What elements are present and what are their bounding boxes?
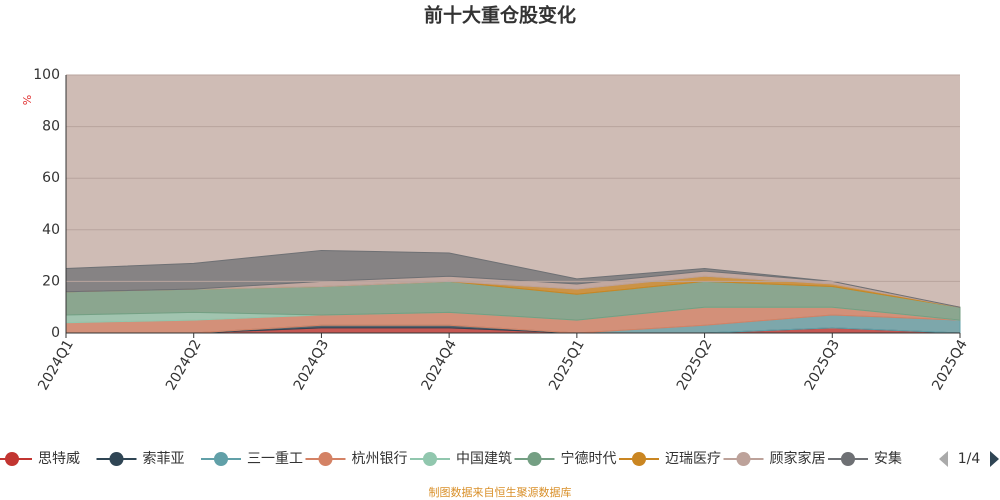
- legend-label: 思特威: [38, 451, 80, 467]
- legend-next[interactable]: [990, 451, 999, 467]
- x-tick-label: 2025Q4: [929, 337, 971, 393]
- legend-marker: [214, 452, 228, 466]
- legend-item[interactable]: 迈瑞医疗: [619, 451, 721, 467]
- source-note: 制图数据来自恒生聚源数据库: [429, 485, 572, 499]
- y-tick-label: 0: [51, 325, 60, 341]
- legend-label: 三一重工: [247, 451, 303, 467]
- y-tick-label: 20: [42, 273, 60, 289]
- legend-item[interactable]: 顾家家居: [723, 450, 826, 467]
- legend-label: 迈瑞医疗: [665, 451, 721, 467]
- legend-label: 宁德时代: [561, 450, 617, 467]
- x-tick-label: 2024Q2: [163, 337, 205, 393]
- legend-label: 杭州银行: [352, 451, 408, 467]
- plot-area: [65, 249, 961, 334]
- legend-item[interactable]: 安集: [828, 450, 902, 467]
- y-axis-label: %: [21, 95, 34, 105]
- legend-marker: [527, 452, 542, 466]
- x-tick-label: 2024Q4: [418, 337, 460, 393]
- legend: 思特威 索菲亚 三一重工 杭州银行 中国建筑 宁德时代 迈瑞医疗 顾家家居 安集: [0, 450, 902, 467]
- area: [65, 249, 961, 308]
- legend-item[interactable]: 索菲亚: [96, 450, 185, 467]
- y-tick-label: 40: [42, 222, 60, 238]
- legend-item[interactable]: 杭州银行: [305, 451, 408, 467]
- y-tick-label: 80: [42, 119, 60, 135]
- legend-item[interactable]: 三一重工: [201, 451, 303, 467]
- legend-label: 顾家家居: [770, 450, 826, 467]
- legend-label: 中国建筑: [456, 451, 512, 467]
- x-tick-label: 2025Q3: [802, 337, 844, 393]
- legend-marker: [632, 452, 646, 466]
- legend-marker: [5, 452, 19, 466]
- y-tick-label: 100: [33, 67, 60, 83]
- legend-marker: [423, 452, 437, 466]
- legend-marker: [736, 452, 751, 466]
- x-tick-label: 2025Q2: [674, 337, 716, 393]
- legend-marker: [318, 452, 333, 466]
- legend-item[interactable]: 中国建筑: [410, 451, 512, 467]
- legend-marker: [841, 452, 855, 466]
- x-tick-label: 2025Q1: [546, 337, 588, 393]
- chart-title: 前十大重仓股变化: [424, 4, 576, 27]
- x-tick-label: 2024Q3: [291, 337, 333, 393]
- legend-item[interactable]: 宁德时代: [514, 450, 617, 467]
- legend-label: 安集: [874, 450, 902, 467]
- legend-item[interactable]: 思特威: [0, 451, 80, 467]
- y-tick-label: 60: [42, 170, 60, 186]
- legend-label: 索菲亚: [143, 450, 185, 467]
- legend-page: 1/4: [958, 451, 981, 467]
- x-tick-label: 2024Q1: [35, 337, 77, 393]
- legend-marker: [109, 452, 124, 466]
- legend-prev[interactable]: [939, 451, 948, 467]
